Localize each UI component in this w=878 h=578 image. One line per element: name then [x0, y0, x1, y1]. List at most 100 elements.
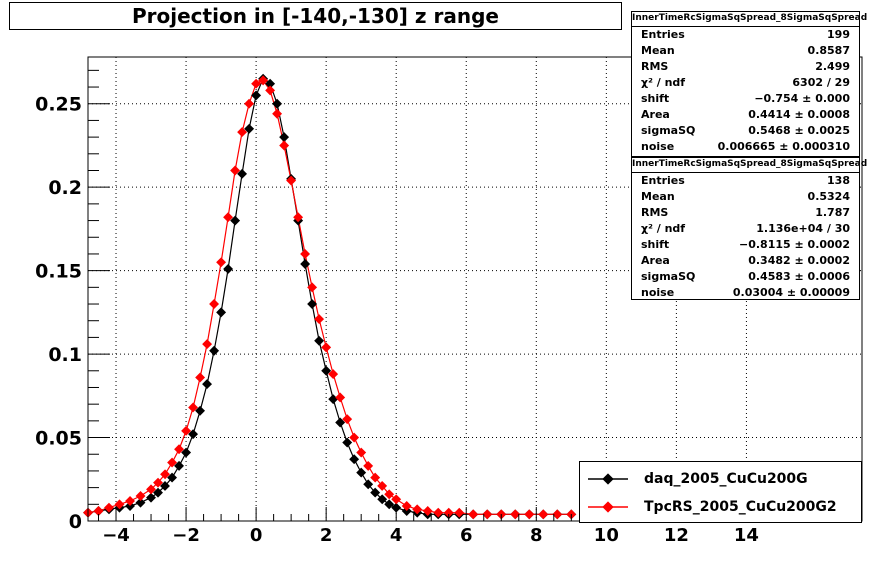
data-point [202, 339, 213, 350]
x-tick-label: 6 [460, 525, 473, 546]
stats-key: Mean [641, 44, 675, 57]
stats-row: Entries 138 [632, 173, 859, 189]
data-point [272, 108, 283, 119]
data-point [412, 504, 423, 515]
data-point [401, 501, 412, 511]
stats-key: Mean [641, 190, 675, 203]
data-point [328, 369, 339, 380]
stats-row: RMS 1.787 [632, 205, 859, 221]
data-point [314, 314, 325, 325]
stats-row: shift −0.754 ± 0.000 [632, 91, 859, 107]
stats-row: sigmaSQ 0.5468 ± 0.0025 [632, 123, 859, 139]
stats-rows: Entries 138 Mean 0.5324 RMS 1.787 χ² / ndf 1.13… [632, 173, 859, 301]
stats-value: 0.3482 ± 0.0002 [748, 254, 850, 267]
data-point [468, 509, 479, 520]
stats-row: Area 0.4414 ± 0.0008 [632, 107, 859, 123]
stats-key: Area [641, 108, 670, 121]
legend-entry: daq_2005_CuCu200G [580, 465, 861, 493]
stats-value: 0.5468 ± 0.0025 [748, 124, 850, 137]
stats-key: Entries [641, 28, 685, 41]
stats-rows: Entries 199 Mean 0.8587 RMS 2.499 χ² / ndf 6302… [632, 27, 859, 155]
series-markers [83, 75, 577, 520]
data-point [135, 497, 146, 508]
data-point [216, 257, 227, 268]
data-point [160, 481, 170, 491]
data-point [174, 444, 184, 455]
x-tick-label: −2 [172, 525, 200, 546]
data-point [342, 437, 353, 448]
stats-row: Area 0.3482 ± 0.0002 [632, 253, 859, 269]
data-point [321, 365, 332, 376]
data-point [349, 454, 360, 465]
stats-value: 138 [827, 174, 850, 187]
data-point [279, 132, 290, 143]
stats-value: 0.5324 [807, 190, 850, 203]
stats-value: 0.8587 [807, 44, 850, 57]
stats-row: RMS 2.499 [632, 59, 859, 75]
x-tick-label: −4 [102, 525, 130, 546]
data-point [223, 264, 234, 274]
fit-curve [87, 79, 572, 515]
stats-value: 0.03004 ± 0.00009 [732, 286, 850, 299]
data-point [356, 467, 367, 478]
x-tick-labels: −4 −2 0 2 4 6 8 10 12 14 [102, 525, 759, 546]
data-point [244, 98, 255, 109]
stats-value: 2.499 [815, 60, 850, 73]
data-point [328, 394, 339, 405]
stats-key: RMS [641, 60, 669, 73]
legend: daq_2005_CuCu200G TpcRS_2005_CuCu200G2 [579, 461, 862, 523]
y-tick-label: 0.15 [35, 261, 82, 283]
stats-row: sigmaSQ 0.4583 ± 0.0006 [632, 269, 859, 285]
stats-key: noise [641, 140, 675, 153]
data-point [454, 507, 465, 518]
stats-value: 1.787 [815, 206, 850, 219]
x-tick-label: 14 [734, 525, 759, 546]
data-point [209, 299, 220, 309]
data-point [349, 432, 360, 443]
stats-key: Area [641, 254, 670, 267]
y-tick-label: 0.25 [35, 94, 82, 116]
stats-key: shift [641, 92, 670, 105]
fit-curve [87, 77, 572, 515]
data-point [223, 212, 234, 223]
data-point [552, 509, 563, 520]
y-tick-label: 0.05 [35, 428, 82, 450]
legend-label: daq_2005_CuCu200G [644, 471, 808, 487]
data-point [384, 499, 395, 510]
data-point [300, 249, 311, 259]
stats-key: Entries [641, 174, 685, 187]
y-tick-label: 0.1 [48, 344, 82, 366]
stats-value: −0.8115 ± 0.0002 [739, 238, 850, 251]
stats-value: 199 [827, 28, 850, 41]
stats-box-title: InnerTimeRcSigmaSqSpread_8SigmaSqSpread [632, 12, 867, 27]
data-point [321, 342, 332, 353]
data-point [342, 414, 353, 425]
data-point [286, 175, 297, 186]
data-point [181, 425, 192, 436]
data-point [237, 168, 248, 179]
data-point [482, 509, 493, 520]
stats-key: RMS [641, 206, 669, 219]
data-point [181, 447, 192, 458]
data-point [356, 447, 367, 458]
data-point [370, 487, 381, 498]
plot-frame [87, 56, 863, 522]
data-point [363, 479, 374, 490]
data-point [314, 335, 325, 346]
stats-value: 6302 / 29 [792, 76, 850, 89]
x-tick-label: 10 [594, 525, 619, 546]
stats-key: χ² / ndf [641, 222, 686, 235]
data-point [160, 469, 171, 480]
fit-curves [87, 77, 572, 515]
data-point [377, 494, 388, 505]
stats-row: Mean 0.8587 [632, 43, 859, 59]
stats-key: noise [641, 286, 675, 299]
data-point [524, 509, 535, 520]
stats-box-2: InnerTimeRcSigmaSqSpread_8SigmaSqSpread … [631, 157, 867, 301]
y-tick-label: 0.2 [48, 177, 82, 199]
data-point [538, 509, 549, 520]
stats-value: −0.754 ± 0.000 [754, 92, 850, 105]
x-tick-label: 2 [320, 525, 333, 546]
legend-marker [580, 493, 636, 521]
data-point [293, 212, 304, 223]
